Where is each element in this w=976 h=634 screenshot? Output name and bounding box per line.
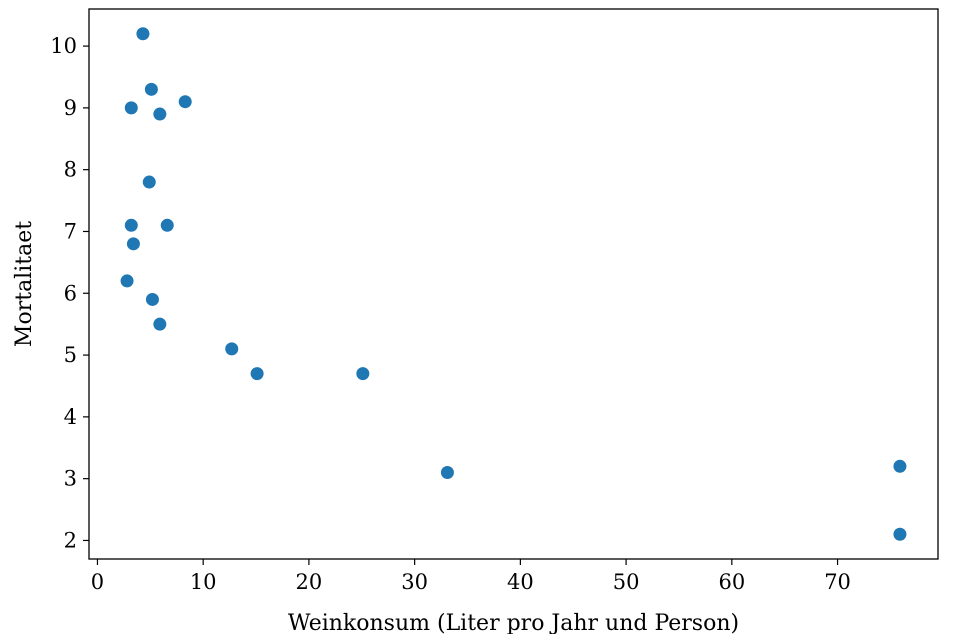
x-tick-label: 20	[296, 570, 323, 594]
data-point	[440, 465, 454, 479]
data-point	[145, 292, 159, 306]
data-points	[120, 27, 907, 541]
data-point	[124, 101, 138, 115]
data-point	[225, 342, 239, 356]
y-axis: 2 3 4 5 6 7 8 9 10	[50, 34, 89, 552]
data-point	[160, 218, 174, 232]
data-point	[893, 527, 907, 541]
x-tick-label: 40	[507, 570, 534, 594]
y-tick-label: 10	[50, 34, 77, 58]
y-tick-label: 5	[64, 343, 77, 367]
y-tick-label: 9	[64, 96, 77, 120]
data-point	[153, 317, 167, 331]
data-point	[153, 107, 167, 121]
plot-area	[88, 8, 939, 560]
data-point	[178, 95, 192, 109]
y-axis-label: Mortalitaet	[12, 221, 37, 347]
data-point	[126, 237, 140, 251]
data-point	[356, 367, 370, 381]
data-point	[144, 82, 158, 96]
y-tick-label: 6	[64, 281, 77, 305]
y-tick-label: 3	[64, 467, 77, 491]
x-tick-label: 10	[190, 570, 217, 594]
x-tick-label: 0	[91, 570, 104, 594]
y-tick-label: 4	[64, 405, 77, 429]
data-point	[250, 367, 264, 381]
data-point	[136, 27, 150, 41]
y-tick-label: 2	[64, 528, 77, 552]
data-point	[142, 175, 156, 189]
x-tick-label: 30	[401, 570, 428, 594]
y-tick-label: 7	[64, 219, 77, 243]
y-tick-label: 8	[64, 158, 77, 182]
data-point	[124, 218, 138, 232]
x-axis-label: Weinkonsum (Liter pro Jahr und Person)	[288, 611, 739, 634]
x-tick-label: 50	[613, 570, 640, 594]
data-point	[893, 459, 907, 473]
x-axis: 0 10 20 30 40 50 60 70	[91, 559, 851, 594]
x-tick-label: 60	[718, 570, 745, 594]
x-tick-label: 70	[824, 570, 851, 594]
data-point	[120, 274, 134, 288]
